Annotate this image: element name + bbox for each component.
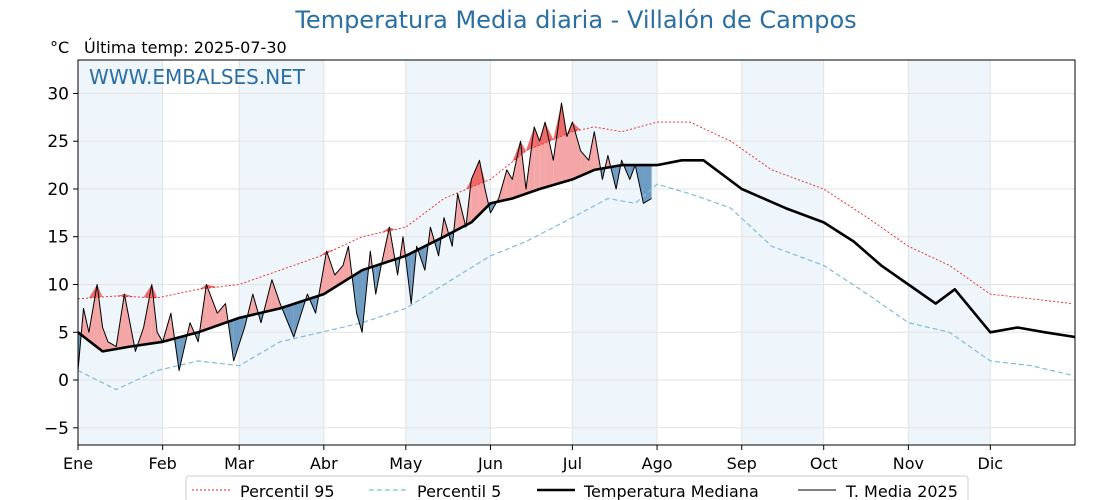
month-band-jul [572, 60, 658, 445]
fill-above-median [588, 131, 595, 173]
x-tick-label-ago: Ago [642, 454, 673, 473]
fill-above-median [97, 284, 103, 352]
fill-above-p95 [534, 126, 540, 148]
x-tick-label-ene: Ene [63, 454, 93, 473]
month-band-sep [741, 60, 824, 445]
series-line-current [77, 102, 652, 371]
watermark: WWW.EMBALSES.NET [89, 65, 306, 89]
fill-above-p95 [553, 102, 562, 140]
x-tick-label-jun: Jun [477, 454, 503, 473]
fill-above-median [566, 122, 573, 182]
y-tick-label: 0 [58, 371, 69, 391]
fill-above-median [580, 150, 589, 176]
fill-above-median [271, 279, 281, 311]
fill-above-p95 [545, 122, 554, 143]
x-tick-label-abr: Abr [310, 454, 338, 473]
fill-above-median [334, 265, 343, 288]
legend-label-current: T. Media 2025 [845, 482, 958, 500]
x-tick-label-feb: Feb [149, 454, 177, 473]
y-tick-label: −5 [44, 419, 69, 439]
fill-above-median [572, 122, 581, 180]
fill-above-median [143, 284, 152, 345]
month-bands [78, 60, 991, 445]
fill-above-p95 [199, 284, 207, 290]
month-band-nov [908, 60, 991, 445]
fill-above-median [88, 284, 98, 348]
y-tick-label: 25 [47, 132, 69, 152]
x-tick-label-nov: Nov [893, 454, 924, 473]
fill-above-p95 [206, 284, 218, 289]
legend-label-p95: Percentil 95 [240, 482, 335, 500]
y-axis: −5 0 5 10 15 20 25 30 [44, 84, 78, 439]
chart-title: Temperatura Media diaria - Villalón de C… [295, 6, 857, 34]
y-tick-label: 15 [47, 228, 69, 248]
fill-above-p95 [389, 227, 395, 231]
y-tick-label: 20 [47, 180, 69, 200]
legend-label-p5: Percentil 5 [417, 482, 501, 500]
x-tick-label-may: May [389, 454, 422, 473]
fill-above-median [217, 303, 226, 326]
x-tick-label-oct: Oct [810, 454, 838, 473]
x-tick-label-sep: Sep [727, 454, 757, 473]
month-band-mar [239, 60, 324, 445]
unit-label: °C [50, 38, 70, 57]
fill-above-median [326, 251, 335, 293]
month-band-ene [78, 60, 163, 445]
series-line-p95 [77, 121, 1073, 305]
fill-above-median [206, 284, 218, 330]
fill-above-median [102, 327, 109, 352]
x-tick-label-mar: Mar [224, 454, 255, 473]
plot-frame [77, 59, 1076, 446]
legend: Percentil 95 Percentil 5 Temperatura Med… [185, 475, 969, 500]
fill-below-median [233, 316, 245, 361]
series-line-median [77, 159, 1076, 353]
y-tick-label: 30 [47, 84, 69, 104]
y-tick-label: 5 [58, 323, 69, 343]
series-line-p5 [77, 183, 1073, 391]
fill-below-median [643, 165, 652, 204]
fill-above-p95 [318, 251, 327, 257]
x-tick-label-dic: Dic [978, 454, 1004, 473]
x-tick-label-jul: Jul [562, 454, 582, 473]
last-temp-label: Última temp: 2025-07-30 [84, 38, 287, 57]
fill-above-median [342, 246, 349, 283]
legend-label-median: Temperatura Mediana [583, 482, 759, 500]
x-axis: Ene Feb Mar Abr May Jun Jul Ago Sep Oct Nov Dic [63, 445, 1003, 473]
legend-box [185, 475, 969, 500]
y-tick-label: 10 [47, 276, 69, 296]
series-lines [77, 102, 1076, 391]
fill-above-p95 [471, 160, 480, 188]
